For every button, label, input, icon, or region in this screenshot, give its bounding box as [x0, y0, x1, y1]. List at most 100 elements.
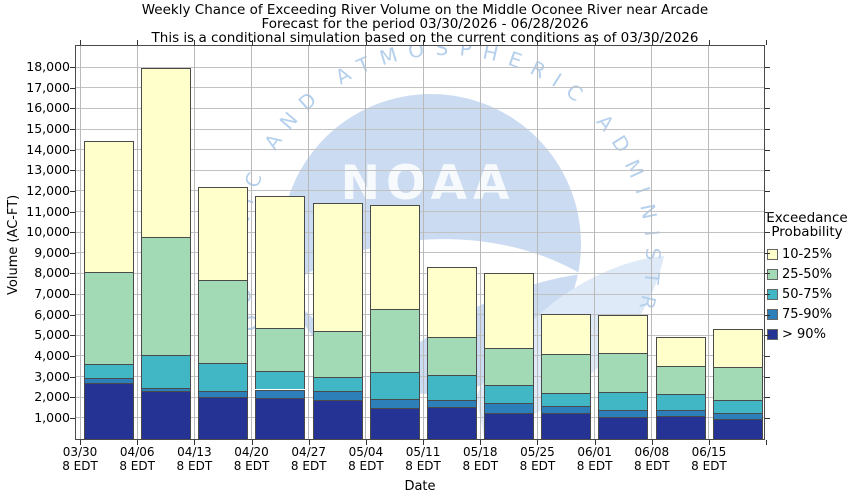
y-gridline — [76, 376, 764, 378]
bar-segment — [140, 236, 191, 356]
x-tick-mark-bottom — [194, 440, 196, 445]
y-tick-label: 8,000 — [34, 265, 70, 281]
legend-entry: > 90% — [764, 324, 850, 344]
x-tick-label: 04/27 8 EDT — [280, 445, 338, 473]
x-tick-date: 04/06 — [119, 445, 155, 459]
stacked-bar-04-20 — [255, 195, 306, 439]
bar-segment — [712, 412, 763, 420]
y-tick-mark-left — [70, 149, 75, 151]
bar-segment — [484, 402, 535, 414]
y-tick-mark-left — [70, 335, 75, 337]
y-tick-mark-right — [765, 67, 770, 69]
y-tick-label: 6,000 — [34, 306, 70, 322]
x-tick-mark-top — [365, 40, 367, 45]
bar-segment — [83, 363, 134, 379]
bar-segment — [484, 385, 535, 403]
bar-segment — [655, 365, 706, 394]
stacked-bar-05-18 — [484, 272, 535, 439]
x-tick-mark-bottom — [80, 440, 81, 445]
x-tick-mark-top — [137, 40, 139, 45]
y-tick-mark-right — [765, 294, 770, 296]
bar-segment — [198, 362, 249, 391]
y-tick-mark-left — [70, 108, 75, 110]
bar-segment — [598, 409, 649, 418]
y-gridline — [76, 293, 764, 295]
bar-segment — [83, 140, 134, 272]
bar-segment — [312, 202, 363, 331]
y-tick-mark-right — [765, 376, 770, 378]
y-tick-mark-left — [70, 397, 75, 399]
bar-segment — [369, 309, 420, 372]
legend-entry: 10-25% — [764, 244, 850, 264]
y-tick-mark-left — [70, 67, 75, 69]
bar-segment — [83, 383, 134, 439]
x-tick-date: 04/20 — [234, 445, 269, 459]
y-tick-mark-right — [765, 170, 770, 172]
bar-segment — [655, 393, 706, 411]
x-tick-hour: 8 EDT — [119, 459, 155, 473]
x-gridline — [708, 46, 710, 439]
x-tick-mark-top — [423, 40, 425, 45]
y-tick-mark-left — [70, 129, 75, 131]
y-gridline — [76, 66, 764, 68]
bar-segment — [255, 389, 306, 398]
bar-segment — [255, 195, 306, 328]
x-tick-date: 05/04 — [348, 445, 384, 459]
x-tick-mark-top — [308, 40, 310, 45]
y-gridline — [76, 272, 764, 274]
bar-segment — [83, 378, 134, 384]
x-tick-hour: 8 EDT — [176, 459, 213, 473]
legend-entry: 75-90% — [764, 304, 850, 324]
chart-title: Weekly Chance of Exceeding River Volume … — [141, 2, 709, 18]
stacked-bar-04-06 — [140, 67, 191, 439]
bar-segment — [198, 396, 249, 439]
legend-label: 50-75% — [782, 286, 833, 302]
x-tick-date: 03/30 — [62, 445, 98, 459]
bar-segment — [140, 355, 191, 389]
bar-segment — [312, 377, 363, 391]
x-tick-label: 06/01 8 EDT — [566, 445, 624, 473]
bar-segment — [598, 417, 649, 439]
x-tick-label: 03/30 8 EDT — [51, 445, 109, 473]
bar-segment — [198, 280, 249, 363]
bar-segment — [541, 314, 592, 355]
stacked-bar-06-01 — [598, 315, 649, 439]
y-tick-mark-right — [765, 211, 770, 213]
x-tick-date: 05/11 — [405, 445, 441, 459]
legend-label: 25-50% — [782, 266, 833, 282]
x-tick-mark-bottom — [423, 440, 425, 445]
x-tick-label: 05/18 8 EDT — [451, 445, 509, 473]
x-tick-mark-bottom — [308, 440, 310, 445]
x-tick-hour: 8 EDT — [462, 459, 499, 473]
x-tick-date: 06/15 — [691, 445, 727, 459]
y-tick-mark-left — [70, 232, 75, 234]
legend-title-line1: Exceedance — [766, 210, 848, 226]
x-tick-mark-bottom — [651, 440, 653, 445]
x-tick-mark-bottom — [537, 440, 539, 445]
x-tick-label: 05/25 8 EDT — [508, 445, 566, 473]
y-tick-mark-left — [70, 170, 75, 172]
y-tick-mark-right — [765, 108, 770, 110]
bar-segment — [541, 413, 592, 439]
bar-segment — [655, 336, 706, 366]
x-tick-hour: 8 EDT — [691, 459, 727, 473]
x-gridline — [251, 46, 253, 439]
bar-segment — [541, 406, 592, 414]
chart-note: This is a conditional simulation based o… — [151, 30, 699, 46]
y-gridline — [76, 149, 764, 151]
bar-segment — [655, 410, 706, 417]
bar-segment — [426, 336, 477, 376]
bar-segment — [198, 390, 249, 397]
stacked-bar-06-15 — [712, 328, 763, 439]
x-gridline — [308, 46, 310, 439]
x-tick-mark-bottom — [480, 440, 482, 445]
x-tick-mark-bottom — [251, 440, 253, 445]
y-tick-mark-right — [765, 397, 770, 399]
x-tick-mark-top — [251, 40, 253, 45]
y-tick-mark-right — [765, 149, 770, 151]
x-gridline — [193, 46, 195, 439]
y-tick-label: 16,000 — [26, 100, 70, 116]
y-gridline — [76, 417, 764, 419]
legend-entry: 50-75% — [764, 284, 850, 304]
x-tick-mark-top — [651, 40, 653, 45]
